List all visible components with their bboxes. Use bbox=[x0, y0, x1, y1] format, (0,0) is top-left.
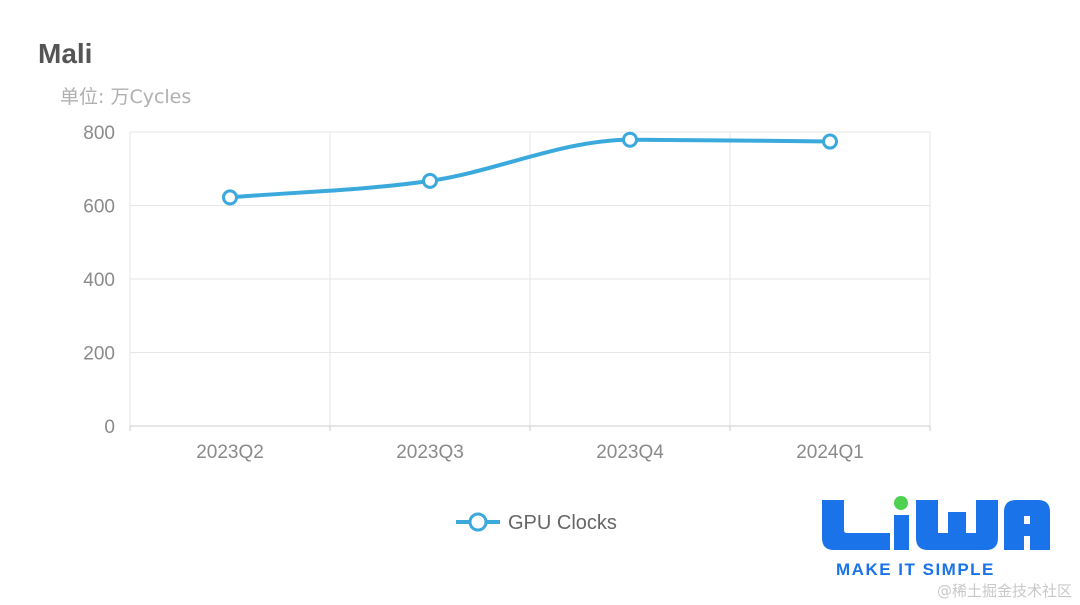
y-tick-label: 800 bbox=[83, 123, 115, 144]
grid bbox=[129, 131, 931, 431]
chart-title: Mali bbox=[38, 38, 92, 69]
y-tick-label: 600 bbox=[83, 197, 115, 218]
data-point[interactable] bbox=[622, 131, 638, 148]
liwa-logo: MAKE IT SIMPLE bbox=[822, 496, 1050, 579]
logo-letter-w bbox=[916, 500, 998, 550]
x-tick-label: 2023Q2 bbox=[196, 442, 264, 463]
data-point[interactable] bbox=[422, 172, 438, 189]
x-tick-label: 2023Q3 bbox=[396, 442, 464, 463]
y-tick-label: 200 bbox=[83, 344, 115, 365]
series-line bbox=[228, 137, 832, 200]
series-layer bbox=[222, 131, 838, 206]
logo-letter-i-dot bbox=[894, 496, 908, 510]
watermark: @稀土掘金技术社区 bbox=[937, 582, 1072, 600]
logo-tagline: MAKE IT SIMPLE bbox=[836, 560, 995, 579]
y-tick-label: 400 bbox=[83, 270, 115, 291]
legend-label: GPU Clocks bbox=[508, 512, 617, 534]
legend-marker-icon bbox=[468, 512, 488, 532]
logo-letter-l bbox=[822, 500, 890, 550]
y-tick-label: 0 bbox=[104, 417, 115, 438]
x-tick-label: 2024Q1 bbox=[796, 442, 864, 463]
data-point[interactable] bbox=[222, 189, 238, 206]
logo-letter-a bbox=[1004, 500, 1050, 550]
y-axis-unit-label: 单位: 万Cycles bbox=[60, 86, 191, 108]
legend[interactable]: GPU Clocks bbox=[456, 512, 617, 534]
x-tick-label: 2023Q4 bbox=[596, 442, 664, 463]
y-axis-ticks: 0 200 400 600 800 bbox=[83, 123, 115, 438]
logo-letter-i-stem bbox=[894, 515, 909, 550]
x-axis-ticks: 2023Q2 2023Q3 2023Q4 2024Q1 bbox=[196, 442, 864, 463]
data-point[interactable] bbox=[822, 133, 838, 150]
